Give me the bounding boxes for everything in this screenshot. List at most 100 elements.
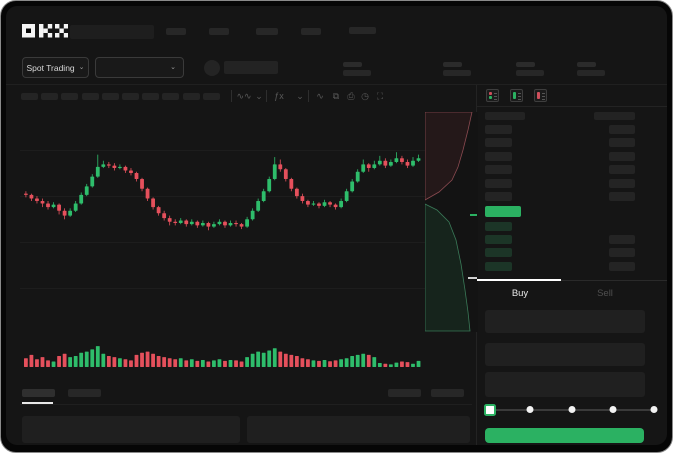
nav-item-placeholder[interactable] (209, 28, 229, 35)
price-placeholder (485, 138, 512, 148)
slider-step-dot[interactable] (526, 406, 534, 413)
amount-placeholder (609, 151, 635, 161)
line-chart-icon[interactable]: ∿ (316, 91, 324, 101)
depth-chart[interactable] (425, 112, 478, 332)
fullscreen-icon[interactable]: ⛶ (376, 91, 384, 101)
camera-icon[interactable]: ⎙ (347, 91, 355, 101)
stat-value-placeholder (443, 70, 471, 76)
price-placeholder (485, 151, 512, 161)
drawing-tool-placeholder[interactable] (162, 93, 180, 100)
bottom-tab-active-placeholder[interactable] (22, 389, 55, 397)
slider-step-dot[interactable] (650, 406, 658, 413)
divider (20, 404, 472, 405)
slider-handle[interactable] (484, 404, 496, 416)
chevron-down-icon[interactable]: ⌄ (255, 91, 263, 101)
nav-item-placeholder[interactable] (166, 28, 186, 35)
orderbook-last-price[interactable] (485, 206, 521, 217)
nav-item-placeholder[interactable] (349, 27, 376, 34)
divider (231, 90, 232, 102)
amount-placeholder (609, 234, 635, 244)
nav-item-placeholder[interactable] (301, 28, 321, 35)
tab-buy[interactable]: Buy (511, 288, 529, 299)
orderbook-header-price-placeholder (485, 112, 525, 120)
depth-marker-green (470, 214, 477, 216)
slider-step-dot[interactable] (568, 406, 575, 413)
price-placeholder (485, 221, 512, 231)
market-type-selector[interactable]: Spot Trading ⌄ (22, 57, 89, 78)
amount-input-placeholder[interactable] (485, 343, 645, 366)
price-placeholder (485, 165, 512, 175)
okx-logo (22, 24, 68, 38)
price-placeholder (485, 178, 512, 188)
orderbook-bids-view-icon[interactable] (510, 89, 523, 102)
bids-mark (513, 92, 516, 99)
stat-value-placeholder (577, 70, 605, 76)
price-placeholder (485, 261, 512, 271)
indicators-icon[interactable]: ƒx (274, 91, 284, 101)
volume-chart (20, 343, 422, 367)
app-window (6, 6, 667, 445)
price-placeholder (485, 234, 512, 244)
divider (477, 106, 667, 107)
history-icon[interactable]: ◷ (361, 91, 369, 101)
price-input-placeholder[interactable] (485, 310, 645, 333)
stat-value-placeholder (343, 70, 371, 76)
drawing-tool-placeholder[interactable] (21, 93, 38, 100)
market-type-label: Spot Trading (26, 62, 75, 73)
interval-icon[interactable]: ∿∿ (236, 91, 252, 101)
price-placeholder (485, 125, 512, 134)
drawing-tool-placeholder[interactable] (81, 93, 99, 100)
bottom-content-placeholder (247, 416, 470, 443)
bottom-action-placeholder[interactable] (431, 389, 464, 397)
tab-active-underline (477, 279, 561, 281)
total-input-placeholder[interactable] (485, 372, 645, 397)
price-placeholder (485, 192, 512, 201)
slider-step-dot[interactable] (609, 406, 617, 413)
drawing-tool-placeholder[interactable] (182, 93, 200, 100)
compare-icon[interactable]: ⧉ (332, 91, 340, 101)
drawing-tool-placeholder[interactable] (41, 93, 59, 100)
divider (477, 280, 667, 281)
amount-placeholder (609, 125, 635, 134)
amount-placeholder (609, 192, 635, 201)
divider (6, 84, 667, 85)
buy-submit-button[interactable] (485, 428, 644, 443)
depth-marker-white (468, 277, 477, 279)
amount-placeholder (609, 165, 635, 175)
drawing-tool-placeholder[interactable] (101, 93, 119, 100)
divider (308, 90, 309, 102)
bids-mark (489, 96, 492, 99)
bottom-tab-underline (22, 402, 53, 404)
asks-mark (537, 92, 540, 99)
tab-sell[interactable]: Sell (597, 288, 613, 299)
asks-mark (489, 92, 492, 95)
amount-placeholder (609, 261, 635, 271)
divider (266, 90, 267, 102)
stat-label-placeholder (443, 62, 462, 67)
amount-placeholder (609, 248, 635, 258)
amount-placeholder (609, 138, 635, 148)
pair-selector-dropdown[interactable]: ⌄ (95, 57, 184, 78)
chevron-down-icon[interactable]: ⌄ (296, 91, 304, 101)
drawing-tool-placeholder[interactable] (61, 93, 79, 100)
stat-value-placeholder (516, 70, 544, 76)
coin-avatar (204, 60, 220, 76)
bottom-content-placeholder (22, 416, 240, 443)
chevron-down-icon: ⌄ (170, 64, 176, 71)
search-placeholder[interactable] (70, 25, 154, 39)
bottom-tab-placeholder[interactable] (68, 389, 101, 397)
amount-placeholder (609, 178, 635, 188)
drawing-tool-placeholder[interactable] (122, 93, 139, 100)
chevron-down-icon: ⌄ (78, 64, 85, 71)
stat-label-placeholder (343, 62, 362, 67)
price-placeholder (485, 248, 512, 258)
orderbook-asks-view-icon[interactable] (534, 89, 547, 102)
nav-item-placeholder[interactable] (256, 28, 278, 35)
orderbook-both-view-icon[interactable] (486, 89, 499, 102)
pair-name-placeholder (224, 61, 278, 74)
drawing-tool-placeholder[interactable] (202, 93, 220, 100)
candlestick-chart[interactable] (20, 112, 422, 338)
bottom-action-placeholder[interactable] (388, 389, 421, 397)
drawing-tool-placeholder[interactable] (142, 93, 160, 100)
